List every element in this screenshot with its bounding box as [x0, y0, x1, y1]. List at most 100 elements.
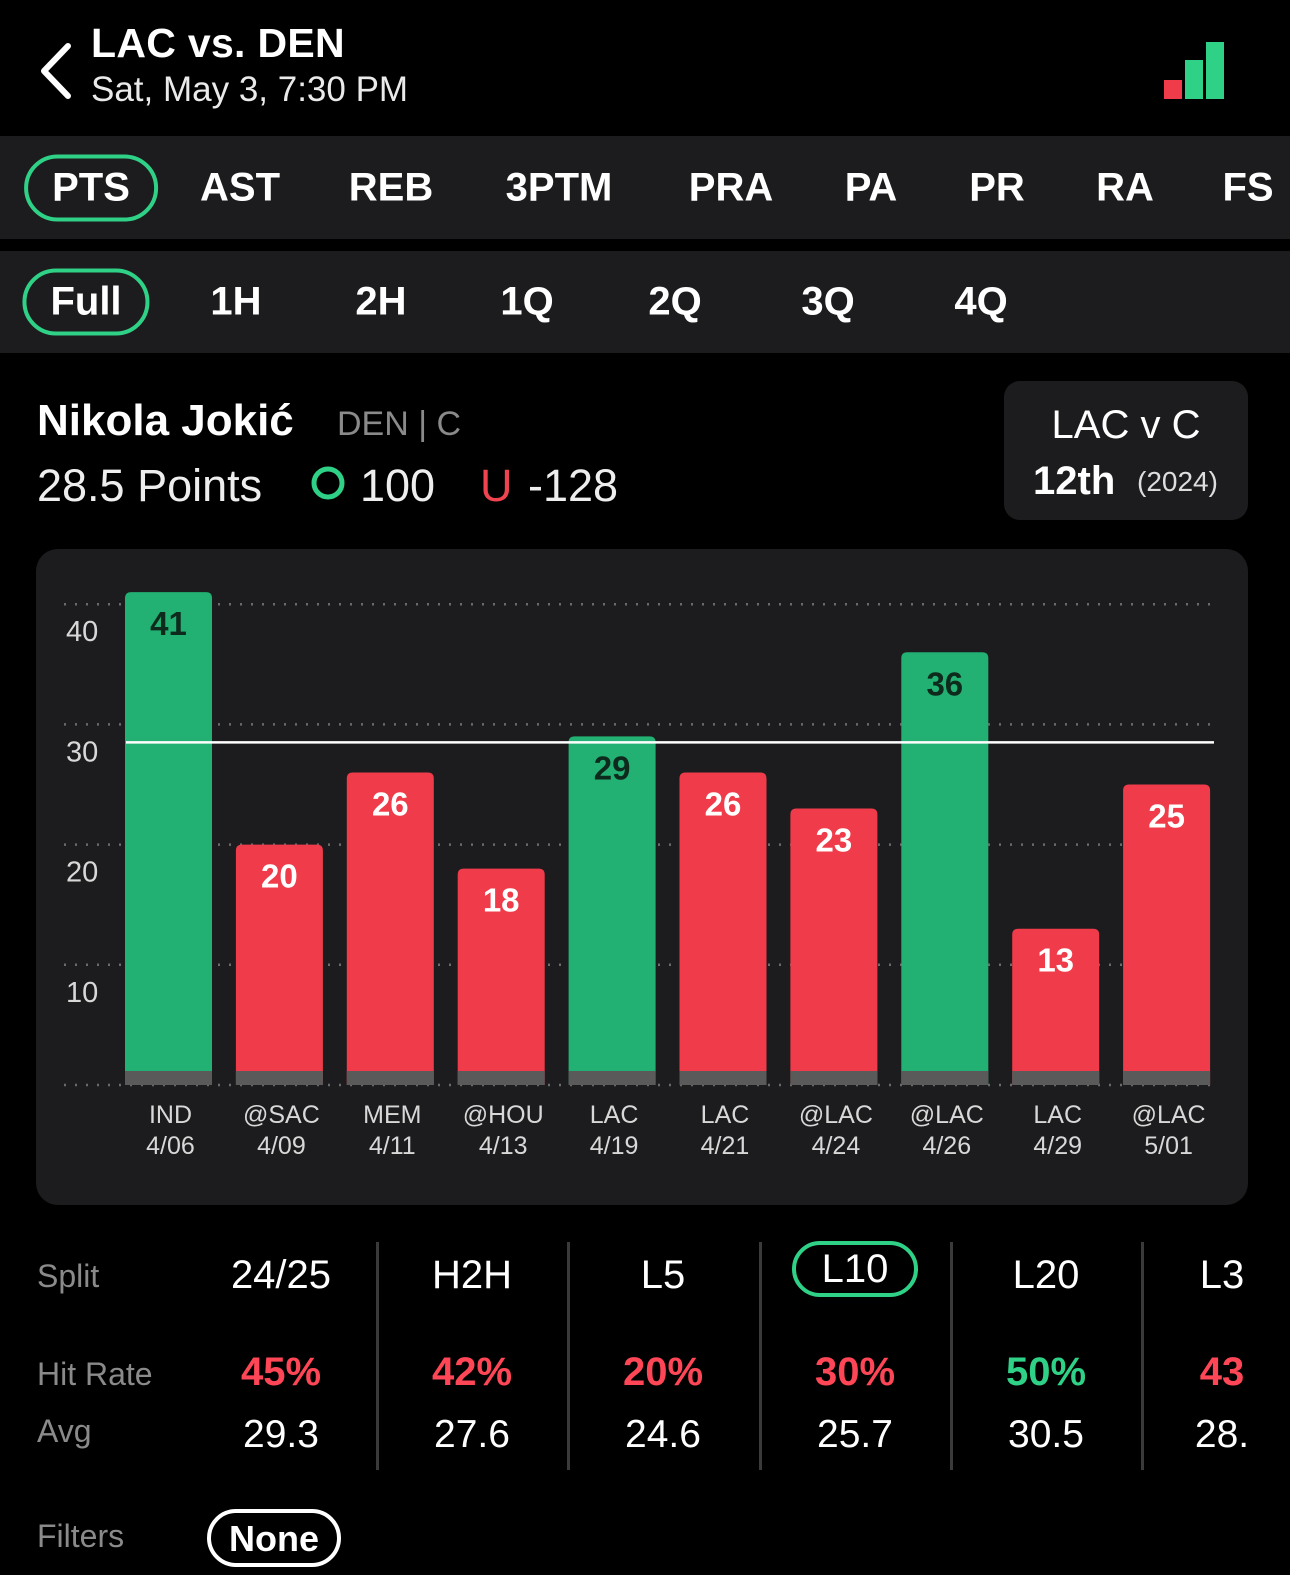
player-name: Nikola Jokić: [37, 396, 294, 445]
matchup-title: LAC v C: [1051, 403, 1201, 447]
x-tick-date: 4/06: [146, 1132, 195, 1160]
hit-rate-value-cell: 45%: [181, 1350, 381, 1395]
bar-base: [235, 1071, 323, 1085]
split-header[interactable]: L5: [640, 1253, 686, 1297]
tab-3ptm[interactable]: 3PTM: [505, 165, 613, 209]
hit-rate-value-cell: 20%: [563, 1350, 763, 1395]
bar-value-label: 18: [483, 882, 520, 919]
split-header[interactable]: L20: [1012, 1253, 1080, 1297]
bar-0: [125, 592, 212, 1085]
prop-line: 28.5 Points: [37, 460, 263, 511]
avg-value: 30.5: [1008, 1413, 1084, 1456]
tab-fs[interactable]: FS: [1222, 165, 1274, 209]
x-tick-date: 4/11: [369, 1132, 416, 1160]
x-tick-date: 4/26: [922, 1132, 971, 1160]
split-header[interactable]: L10: [791, 1241, 919, 1297]
x-tick-opponent: @LAC: [1132, 1101, 1206, 1129]
row-label-hit-rate: Hit Rate: [37, 1356, 153, 1392]
bar-base: [1123, 1071, 1211, 1085]
column-divider: [567, 1242, 570, 1470]
back-button[interactable]: [36, 40, 76, 102]
bar-2: [346, 772, 434, 1085]
bar-value-label: 36: [926, 665, 963, 702]
y-tick-label: 40: [66, 616, 98, 648]
avg-value: 29.3: [243, 1413, 319, 1456]
bar-value-label: 13: [1037, 942, 1074, 979]
split-header[interactable]: L3: [1199, 1253, 1245, 1297]
x-tick-date: 4/19: [590, 1132, 639, 1160]
bar-base: [679, 1071, 767, 1085]
avg-value-cell: 30.5: [946, 1413, 1146, 1457]
bar-value-label: 26: [372, 785, 409, 822]
split-header[interactable]: 24/25: [230, 1253, 332, 1297]
bar-1: [235, 844, 323, 1085]
bar-4: [568, 736, 656, 1085]
bar-value-label: 29: [594, 749, 631, 786]
over-odds[interactable]: 100: [360, 460, 436, 511]
x-tick-opponent: @SAC: [243, 1101, 320, 1129]
bar-3: [457, 868, 545, 1085]
split-header-cell: 24/25: [181, 1253, 381, 1298]
bar-value-label: 20: [261, 858, 298, 895]
stat-tab-bar: PTS AST REB 3PTM PRA PA PR RA FS: [0, 136, 1290, 239]
bar-base: [1012, 1071, 1100, 1085]
hit-rate-value: 20%: [622, 1350, 704, 1394]
tab-pa[interactable]: PA: [844, 165, 898, 209]
tab-pr[interactable]: PR: [969, 165, 1025, 209]
bar-9: [1123, 784, 1211, 1085]
tab-reb[interactable]: REB: [348, 165, 434, 209]
split-header[interactable]: H2H: [431, 1253, 513, 1297]
x-tick-date: 5/01: [1144, 1132, 1193, 1160]
period-tab-4q[interactable]: 4Q: [954, 279, 1008, 324]
filters-label: Filters: [37, 1518, 125, 1554]
hit-rate-value-cell: 42%: [372, 1350, 572, 1395]
hit-rate-value: 30%: [814, 1350, 896, 1394]
avg-value-cell: 27.6: [372, 1413, 572, 1457]
game-time: Sat, May 3, 7:30 PM: [91, 70, 409, 109]
page-title: LAC vs. DEN: [91, 20, 345, 66]
split-header-cell: L5: [563, 1253, 763, 1298]
hit-rate-value: 42%: [431, 1350, 513, 1394]
matchup-rank-card[interactable]: LAC v C 12th (2024): [1004, 381, 1248, 520]
bar-base: [568, 1071, 656, 1085]
bar-chart-icon: [1164, 42, 1224, 99]
x-tick-date: 4/13: [479, 1132, 528, 1160]
period-tab-3q[interactable]: 3Q: [801, 279, 855, 324]
filters-chip[interactable]: None: [207, 1509, 341, 1567]
bar-base: [790, 1071, 878, 1085]
y-tick-label: 30: [66, 736, 98, 768]
avg-value: 25.7: [817, 1413, 893, 1456]
split-header-cell: L3: [1122, 1253, 1290, 1298]
under-odds[interactable]: -128: [528, 460, 619, 511]
tab-ast[interactable]: AST: [200, 165, 280, 209]
tab-pra[interactable]: PRA: [688, 165, 774, 209]
avg-value-cell: 28.: [1122, 1413, 1290, 1457]
under-label: U: [480, 460, 513, 511]
chevron-left-icon: [41, 43, 71, 99]
hit-rate-value: 45%: [240, 1350, 322, 1394]
period-tab-1h[interactable]: 1H: [210, 279, 262, 324]
tab-ra[interactable]: RA: [1096, 165, 1154, 209]
bar-7: [901, 652, 989, 1085]
avg-value-cell: 24.6: [563, 1413, 763, 1457]
avg-value-cell: 29.3: [181, 1413, 381, 1457]
x-tick-date: 4/21: [701, 1132, 750, 1160]
bar-8: [1012, 928, 1100, 1085]
tab-pts[interactable]: PTS: [24, 154, 158, 221]
chart-view-button[interactable]: [1164, 40, 1226, 102]
x-tick-opponent: @HOU: [463, 1101, 544, 1129]
bar-base: [125, 1071, 212, 1085]
bar-5: [679, 772, 767, 1085]
x-tick-opponent: @LAC: [910, 1101, 984, 1129]
period-tab-full[interactable]: Full: [22, 268, 150, 336]
period-tab-2h[interactable]: 2H: [355, 279, 407, 324]
split-header-cell: L20: [946, 1253, 1146, 1298]
bar-value-label: 23: [816, 822, 853, 859]
over-icon: [311, 466, 345, 500]
period-tab-2q[interactable]: 2Q: [648, 279, 702, 324]
x-tick-opponent: LAC: [590, 1101, 639, 1129]
bar-base: [901, 1071, 989, 1085]
bar-base: [346, 1071, 434, 1085]
period-tab-1q[interactable]: 1Q: [500, 279, 554, 324]
x-tick-date: 4/24: [812, 1132, 861, 1160]
